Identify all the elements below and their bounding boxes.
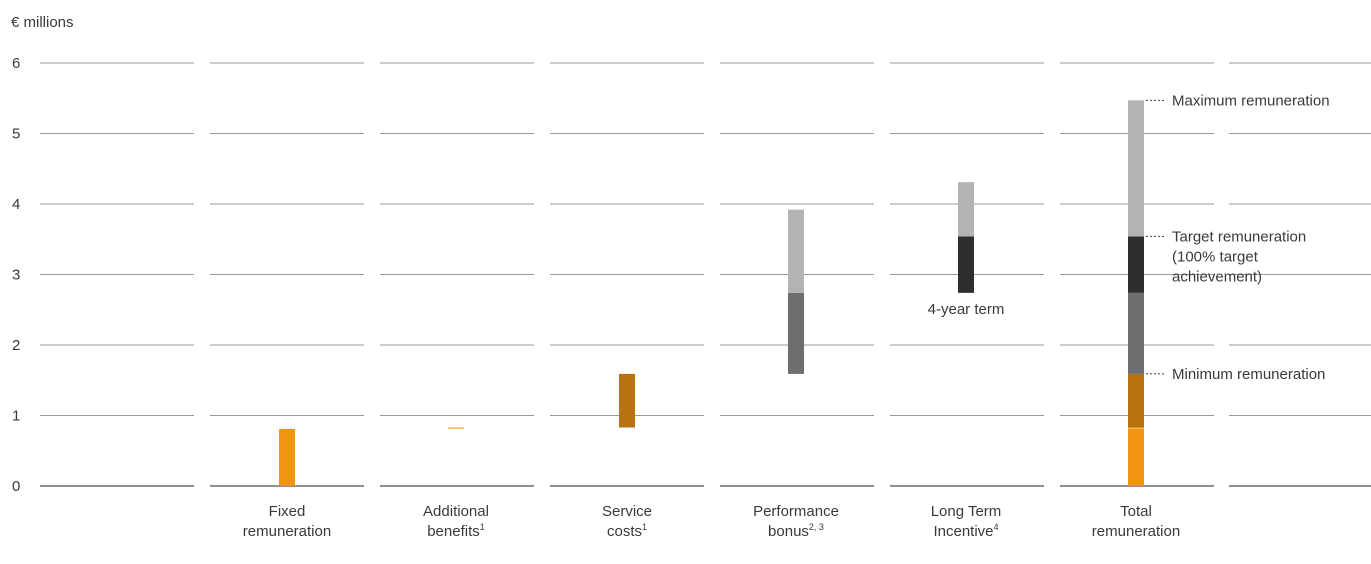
footnote-marker: 4: [994, 522, 999, 532]
x-tick-label: costs1: [607, 522, 647, 540]
annotation-label: 4-year term: [928, 301, 1005, 318]
x-tick-label: Incentive4: [933, 522, 998, 540]
callout-label: Minimum remuneration: [1172, 366, 1325, 383]
footnote-marker: 1: [480, 522, 485, 532]
bar-segment: [958, 236, 974, 293]
x-tick-label: bonus2, 3: [768, 522, 824, 540]
callout-label: (100% target: [1172, 248, 1259, 265]
y-tick-label: 2: [12, 337, 20, 354]
x-axis-labels: Fixed remuneration Additional benefits1 Serv…: [243, 503, 1180, 540]
x-tick-label: benefits1: [427, 522, 485, 540]
bar-segment: [788, 209, 804, 293]
x-tick-label: Additional: [423, 503, 489, 520]
bar-segment: [1128, 100, 1144, 237]
x-tick-label: remuneration: [243, 523, 331, 540]
x-tick-label: Long Term: [931, 503, 1002, 520]
bar-segment: [788, 292, 804, 374]
annotations: 4-year term: [928, 301, 1005, 318]
y-tick-label: 5: [12, 126, 20, 143]
y-tick-label: 6: [12, 55, 20, 72]
bars: [279, 100, 1144, 486]
bar-segment: [958, 182, 974, 237]
y-tick-label: 1: [12, 408, 20, 425]
y-tick-label: 3: [12, 267, 20, 284]
bar-segment: [619, 373, 635, 428]
bar-segment: [1128, 428, 1144, 486]
y-tick-label: 0: [12, 478, 20, 495]
callout-label: achievement): [1172, 268, 1262, 285]
callout-label: Maximum remuneration: [1172, 92, 1330, 109]
y-axis-unit-label: € millions: [11, 14, 74, 31]
bar-segment: [448, 427, 464, 429]
bar-segment: [1128, 373, 1144, 428]
bar-segment: [279, 428, 295, 486]
y-tick-label: 4: [12, 196, 20, 213]
callouts: Maximum remuneration Target remuneration (…: [1146, 92, 1330, 383]
x-tick-label: Fixed: [269, 503, 306, 520]
bar-segment: [1128, 427, 1144, 429]
x-tick-label: Service: [602, 503, 652, 520]
callout-label: Target remuneration: [1172, 228, 1306, 245]
gridlines: [40, 62, 1371, 487]
y-axis-ticks: 0 1 2 3 4 5 6: [12, 55, 20, 495]
footnote-marker: 1: [642, 522, 647, 532]
x-tick-label: Performance: [753, 503, 839, 520]
x-tick-label: Total: [1120, 503, 1152, 520]
bar-segment: [1128, 292, 1144, 374]
footnote-marker: 2, 3: [809, 522, 824, 532]
bar-segment: [1128, 236, 1144, 293]
x-tick-label: remuneration: [1092, 523, 1180, 540]
